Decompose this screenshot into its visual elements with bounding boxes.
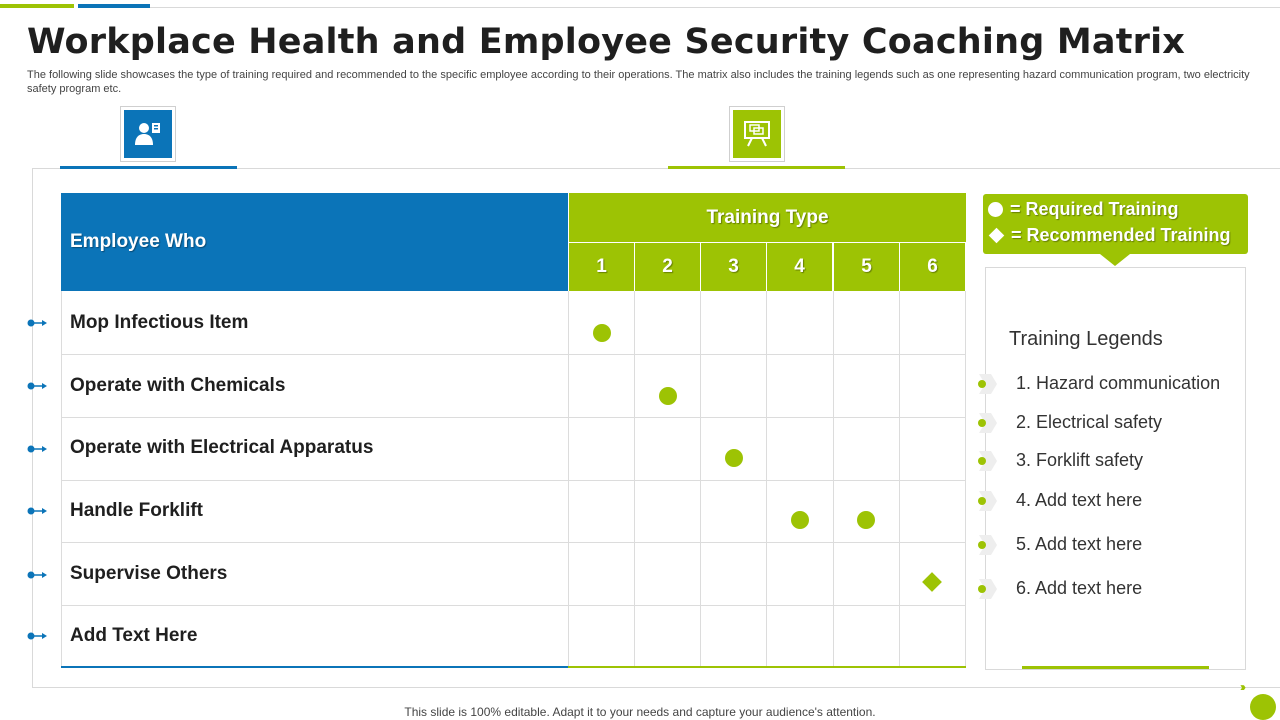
legend-item-marker-icon	[978, 451, 997, 471]
training-icon-box	[729, 106, 785, 162]
legend-pointer	[1100, 254, 1130, 266]
legend-item-1: 1. Hazard communication	[1016, 373, 1221, 393]
legend-item-marker-icon	[978, 491, 997, 511]
recommended-diamond-icon	[988, 227, 1005, 243]
legend-item-marker-icon	[978, 535, 997, 555]
legend-key-recommended: = Recommended Training	[988, 222, 1248, 248]
legend-item-2: 2. Electrical safety	[1016, 412, 1163, 432]
legend-key-required-label: = Required Training	[1010, 198, 1179, 219]
grid-col-line	[700, 291, 701, 667]
page-title: Workplace Health and Employee Security C…	[27, 22, 1186, 62]
table-bottom-blue	[61, 666, 568, 668]
employee-icon-underline	[60, 166, 237, 169]
legend-item-6: 6. Add text here	[1016, 578, 1143, 598]
legend-key-recommended-label: = Recommended Training	[1011, 224, 1231, 245]
row-label-operate-with-chemicals: Operate with Chemicals	[70, 375, 286, 396]
required-training-dot	[659, 387, 677, 405]
training-legends-title: Training Legends	[1009, 328, 1163, 350]
legend-item-3: 3. Forklift safety	[1016, 450, 1144, 470]
footer-arrows-icon: ›››	[1240, 680, 1246, 694]
legend-key-required: = Required Training	[988, 196, 1248, 222]
row-bullet-icon	[27, 445, 47, 453]
training-type-label: Training Type	[706, 206, 829, 228]
page-subtitle: The following slide showcases the type o…	[27, 69, 1250, 95]
employee-icon-box	[120, 106, 176, 162]
legend-item-5: 5. Add text here	[1016, 534, 1143, 554]
column-header-3: 3	[701, 243, 766, 291]
legend-item-marker-icon	[978, 413, 997, 433]
top-accent-green	[0, 4, 74, 8]
legend-item-marker-icon	[978, 374, 997, 394]
grid-col-line	[899, 291, 900, 667]
column-header-2: 2	[635, 243, 700, 291]
footer-text: This slide is 100% editable. Adapt it to…	[404, 705, 876, 719]
legend-key-box: = Required Training = Recommended Traini…	[983, 194, 1248, 254]
employee-who-header: Employee Who	[61, 193, 568, 291]
top-rule	[150, 7, 1280, 8]
column-header-4: 4	[767, 243, 832, 291]
grid-col-line-left	[61, 291, 62, 667]
row-bullet-icon	[27, 571, 47, 579]
row-label-add-text-here: Add Text Here	[70, 625, 198, 646]
required-training-dot	[791, 511, 809, 529]
required-circle-icon	[988, 201, 1003, 217]
row-label-mop-infectious-item: Mop Infectious Item	[70, 312, 249, 333]
employee-who-label: Employee Who	[70, 231, 207, 252]
footer-circle-icon	[1250, 694, 1276, 720]
row-bullet-icon	[27, 632, 47, 640]
training-type-header: Training Type	[569, 193, 966, 242]
grid-row-line	[61, 480, 966, 481]
grid-col-line	[833, 291, 834, 667]
employee-id-icon	[135, 123, 160, 145]
grid-row-line	[61, 605, 966, 606]
grid-col-line	[965, 291, 966, 667]
row-bullet-icon	[27, 507, 47, 515]
required-training-dot	[857, 511, 875, 529]
training-legends-panel	[985, 267, 1246, 670]
presentation-board-icon	[744, 121, 770, 147]
legend-item-4: 4. Add text here	[1016, 490, 1143, 510]
row-bullet-icon	[27, 319, 47, 327]
training-icon-underline	[668, 166, 845, 169]
column-header-6: 6	[900, 243, 965, 291]
row-label-handle-forklift: Handle Forklift	[70, 500, 204, 521]
table-bottom-green	[568, 666, 966, 668]
grid-col-line	[766, 291, 767, 667]
required-training-dot	[593, 324, 611, 342]
content-frame	[32, 168, 1280, 688]
column-header-5: 5	[834, 243, 899, 291]
grid-col-line	[568, 291, 569, 667]
grid-col-line	[634, 291, 635, 667]
column-header-1: 1	[569, 243, 634, 291]
grid-row-line	[61, 542, 966, 543]
row-label-supervise-others: Supervise Others	[70, 563, 228, 584]
legend-item-marker-icon	[978, 579, 997, 599]
top-accent-blue	[78, 4, 150, 8]
required-training-dot	[725, 449, 743, 467]
panel-underline	[1022, 666, 1209, 669]
grid-row-line	[61, 417, 966, 418]
row-bullet-icon	[27, 382, 47, 390]
grid-row-line	[61, 354, 966, 355]
row-label-operate-with-electrical-apparatus: Operate with Electrical Apparatus	[70, 437, 374, 458]
